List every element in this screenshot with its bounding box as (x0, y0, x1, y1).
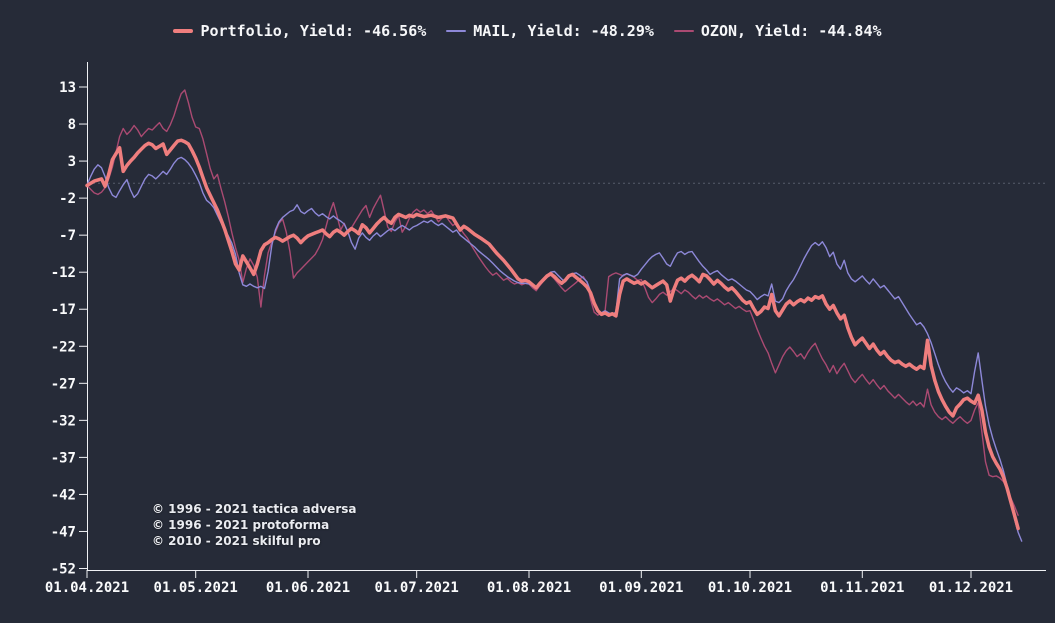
series-line-ozon (86, 89, 1019, 516)
watermark-line: © 1996 - 2021 protoforma (152, 518, 330, 532)
y-tick-label: 13 (59, 80, 76, 96)
x-tick-label: 01.06.2021 (266, 580, 350, 596)
x-tick-label: 01.11.2021 (820, 580, 904, 596)
legend-label-ozon: OZON, Yield: -44.84% (700, 22, 882, 40)
x-tick-label: 01.05.2021 (154, 580, 238, 596)
series-line-mail (86, 156, 1023, 542)
y-tick-label: -32 (51, 413, 76, 429)
x-tick-label: 01.09.2021 (599, 580, 683, 596)
y-tick-label: -12 (51, 265, 76, 281)
x-tick-label: 01.07.2021 (375, 580, 459, 596)
legend-label-portfolio: Portfolio, Yield: -46.56% (200, 22, 427, 40)
x-tick-label: 01.08.2021 (487, 580, 571, 596)
x-tick-label: 01.12.2021 (929, 580, 1013, 596)
y-tick-label: -37 (51, 450, 76, 466)
watermark: © 1996 - 2021 tactica adversa © 1996 - 2… (152, 501, 356, 549)
y-tick-label: -47 (51, 524, 76, 540)
legend-label-mail: MAIL, Yield: -48.29% (473, 22, 654, 40)
chart-legend: Portfolio, Yield: -46.56% MAIL, Yield: -… (0, 22, 1055, 40)
y-tick-label: 3 (68, 154, 76, 170)
y-tick-label: -7 (59, 228, 76, 244)
y-tick-label: -52 (51, 562, 76, 578)
x-tick-label: 01.04.2021 (45, 580, 129, 596)
legend-item-ozon[interactable]: OZON, Yield: -44.84% (673, 22, 882, 40)
y-tick-label: -27 (51, 376, 76, 392)
y-tick-label: -42 (51, 487, 76, 503)
legend-item-mail[interactable]: MAIL, Yield: -48.29% (446, 22, 654, 40)
y-tick-label: -17 (51, 302, 76, 318)
mail-line-swatch (446, 30, 467, 32)
x-tick-label: 01.10.2021 (708, 580, 792, 596)
legend-item-portfolio[interactable]: Portfolio, Yield: -46.56% (173, 22, 426, 40)
y-tick-label: -22 (51, 339, 76, 355)
series-line-portfolio (85, 138, 1020, 531)
watermark-line: © 2010 - 2021 skilful pro (152, 534, 321, 548)
y-tick-label: -2 (59, 191, 76, 207)
watermark-line: © 1996 - 2021 tactica adversa (152, 502, 357, 516)
portfolio-line-swatch (173, 29, 194, 33)
ozon-line-swatch (673, 30, 694, 32)
y-tick-label: 8 (68, 117, 76, 133)
